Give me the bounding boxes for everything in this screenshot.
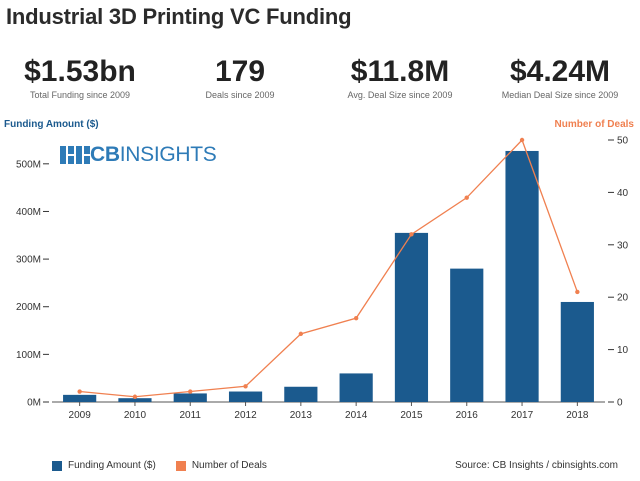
kpi-value: 179 (214, 55, 266, 88)
left-axis-tick-label: 300M (16, 255, 41, 266)
x-axis-tick-label-2015: 2015 (400, 410, 423, 421)
kpi-avg-deal-size: $11.8M Avg. Deal Size since 2009 (320, 55, 480, 101)
kpi-label: Avg. Deal Size since 2009 (347, 90, 453, 100)
left-axis-tick-label: 0M (27, 398, 41, 409)
source-note: Source: CB Insights / cbinsights.com (455, 460, 618, 471)
cbinsights-logo: CBINSIGHTS (60, 143, 217, 167)
legend-item-deals: Number of Deals (175, 460, 267, 471)
x-axis-tick-label-2016: 2016 (456, 410, 479, 421)
deals-point-2016 (464, 195, 469, 200)
x-axis-tick-label-2012: 2012 (234, 410, 257, 421)
bar-2016 (450, 268, 484, 402)
deals-point-2018 (575, 289, 580, 295)
cbinsights-logo-text: CBINSIGHTS (90, 143, 217, 166)
chart-legend: Funding Amount ($) Number of Deals (52, 460, 267, 471)
deals-point-2017 (519, 137, 525, 143)
deals-line (79, 138, 578, 398)
kpi-value: $4.24M (509, 55, 611, 88)
left-axis-tick-label: 100M (16, 350, 41, 361)
legend-swatch-deals (175, 460, 186, 471)
cbinsights-logo-icon (60, 146, 90, 164)
x-axis-tick-label-2010: 2010 (124, 410, 147, 421)
right-axis-tick-label: 10 (617, 345, 629, 356)
legend-label: Funding Amount ($) (68, 460, 156, 471)
bar-2014 (339, 373, 373, 402)
bar-2015 (394, 232, 429, 402)
deals-point-2013 (298, 331, 304, 337)
x-axis-tick-label-2014: 2014 (345, 410, 368, 421)
right-axis-tick-label: 40 (617, 188, 629, 199)
deals-point-2014 (353, 315, 359, 321)
deals-point-2010 (132, 394, 138, 399)
x-axis-tick-label-2011: 2011 (179, 410, 201, 421)
legend-label: Number of Deals (191, 460, 267, 471)
bar-2010 (118, 398, 152, 402)
left-axis-tick-label: 400M (16, 207, 41, 218)
x-axis-tick-label-2013: 2013 (290, 410, 313, 421)
x-axis-tick-label-2017: 2017 (511, 410, 534, 421)
kpi-label: Median Deal Size since 2009 (501, 90, 619, 100)
kpi-label: Total Funding since 2009 (29, 90, 131, 100)
deals-point-2015 (409, 232, 414, 237)
bar-2018 (560, 301, 594, 402)
right-axis-title: Number of Deals (554, 119, 634, 130)
bar-2009 (63, 394, 97, 402)
left-axis-tick-label: 200M (16, 302, 41, 313)
left-axis-tick-label: 500M (16, 159, 41, 170)
right-axis-tick-label: 20 (617, 293, 629, 304)
chart-title: Industrial 3D Printing VC Funding (6, 4, 352, 29)
kpi-label: Deals since 2009 (205, 90, 275, 100)
right-axis-tick-label: 0 (617, 398, 623, 409)
right-axis-tick-label: 30 (617, 240, 629, 251)
kpi-value: $11.8M (350, 55, 450, 88)
kpi-median-deal-size: $4.24M Median Deal Size since 2009 (480, 55, 640, 101)
deals-point-2009 (77, 389, 82, 394)
bar-2013 (284, 386, 318, 402)
bar-2017 (505, 150, 539, 402)
kpi-deals: 179 Deals since 2009 (160, 55, 320, 101)
legend-item-funding: Funding Amount ($) (52, 460, 156, 471)
right-axis-tick-label: 50 (617, 136, 629, 147)
x-axis-tick-label-2009: 2009 (69, 410, 92, 421)
deals-point-2011 (188, 389, 193, 394)
bar-2011 (173, 393, 207, 402)
deals-point-2012 (243, 384, 248, 389)
left-axis-title: Funding Amount ($) (4, 119, 99, 130)
kpi-total-funding: $1.53bn Total Funding since 2009 (0, 55, 160, 101)
x-axis-tick-label-2018: 2018 (566, 410, 589, 421)
kpi-value: $1.53bn (24, 55, 136, 88)
legend-swatch-funding (52, 460, 62, 471)
bar-2012 (228, 391, 263, 402)
